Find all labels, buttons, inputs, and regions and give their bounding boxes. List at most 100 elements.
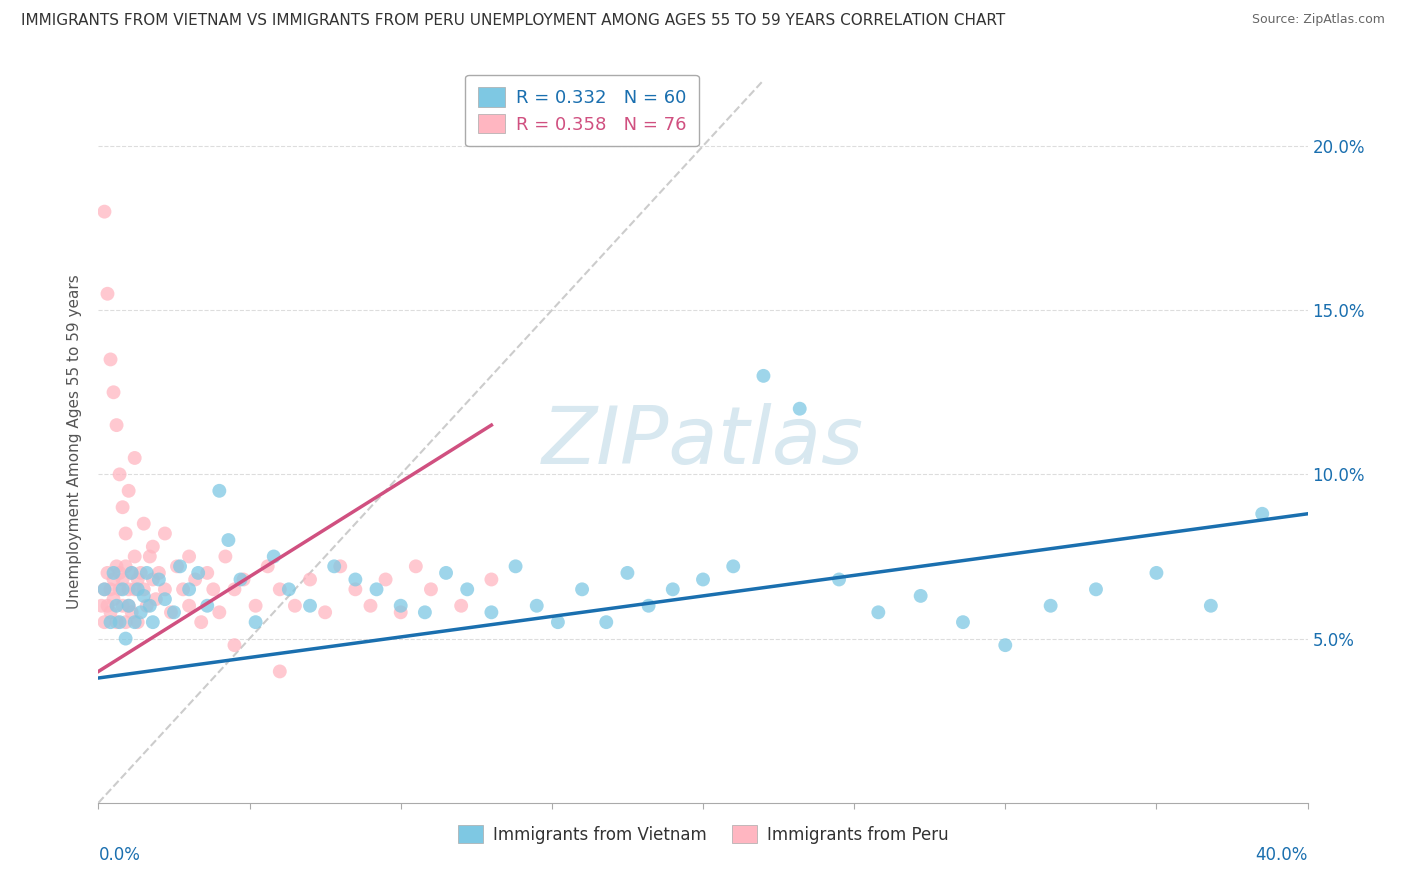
Point [1039, 599, 1062, 613]
Point [93, 204, 115, 219]
Point [96, 599, 118, 613]
Point [224, 638, 246, 652]
Point [111, 582, 134, 597]
Point [481, 605, 503, 619]
Point [190, 615, 212, 630]
Point [179, 582, 201, 597]
Point [269, 665, 291, 679]
Point [90, 599, 112, 613]
Point [329, 559, 352, 574]
Point [139, 599, 162, 613]
Point [323, 559, 346, 574]
Point [616, 566, 638, 580]
Point [481, 573, 503, 587]
Point [195, 599, 218, 613]
Point [127, 582, 149, 597]
Point [105, 559, 128, 574]
Point [232, 573, 254, 587]
Point [413, 605, 436, 619]
Point [132, 582, 155, 597]
Point [135, 599, 157, 613]
Point [127, 573, 149, 587]
Point [129, 605, 152, 619]
Point [595, 615, 617, 630]
Point [124, 615, 146, 630]
Point [314, 605, 336, 619]
Point [1251, 507, 1274, 521]
Point [187, 566, 209, 580]
Point [105, 418, 128, 433]
Point [148, 566, 170, 580]
Point [269, 582, 291, 597]
Point [93, 582, 115, 597]
Point [374, 573, 396, 587]
Point [166, 559, 188, 574]
Point [284, 599, 307, 613]
Point [142, 615, 165, 630]
Point [111, 599, 134, 613]
Point [111, 573, 134, 587]
Point [179, 549, 201, 564]
Legend: Immigrants from Vietnam, Immigrants from Peru: Immigrants from Vietnam, Immigrants from… [450, 817, 956, 852]
Point [127, 615, 149, 630]
Point [139, 549, 162, 564]
Point [142, 573, 165, 587]
Point [1085, 582, 1108, 597]
Point [103, 566, 125, 580]
Point [360, 599, 382, 613]
Point [366, 582, 388, 597]
Point [571, 582, 593, 597]
Point [344, 582, 367, 597]
Point [456, 582, 478, 597]
Point [103, 592, 125, 607]
Point [195, 566, 218, 580]
Point [145, 592, 167, 607]
Point [124, 582, 146, 597]
Point [96, 286, 118, 301]
Point [153, 526, 176, 541]
Point [118, 582, 141, 597]
Point [692, 573, 714, 587]
Point [344, 573, 367, 587]
Point [100, 582, 122, 597]
Point [121, 566, 143, 580]
Point [129, 566, 152, 580]
Text: 0.0%: 0.0% [98, 847, 141, 864]
Point [114, 615, 136, 630]
Point [389, 599, 412, 613]
Point [121, 605, 143, 619]
Point [389, 605, 412, 619]
Point [868, 605, 890, 619]
Point [108, 615, 131, 630]
Point [208, 483, 231, 498]
Point [100, 615, 122, 630]
Point [108, 566, 131, 580]
Point [135, 566, 157, 580]
Point [434, 566, 457, 580]
Point [277, 582, 299, 597]
Point [505, 559, 527, 574]
Point [224, 582, 246, 597]
Point [299, 573, 322, 587]
Point [229, 573, 252, 587]
Point [208, 605, 231, 619]
Point [217, 533, 239, 547]
Point [108, 467, 131, 482]
Y-axis label: Unemployment Among Ages 55 to 59 years: Unemployment Among Ages 55 to 59 years [67, 274, 83, 609]
Point [952, 615, 974, 630]
Point [299, 599, 322, 613]
Point [526, 599, 548, 613]
Point [142, 540, 165, 554]
Point [1144, 566, 1167, 580]
Point [111, 500, 134, 515]
Point [202, 582, 225, 597]
Point [169, 559, 191, 574]
Point [108, 582, 131, 597]
Point [637, 599, 659, 613]
Point [153, 592, 176, 607]
Point [1199, 599, 1222, 613]
Point [124, 450, 146, 465]
Point [93, 582, 115, 597]
Point [105, 599, 128, 613]
Point [148, 573, 170, 587]
